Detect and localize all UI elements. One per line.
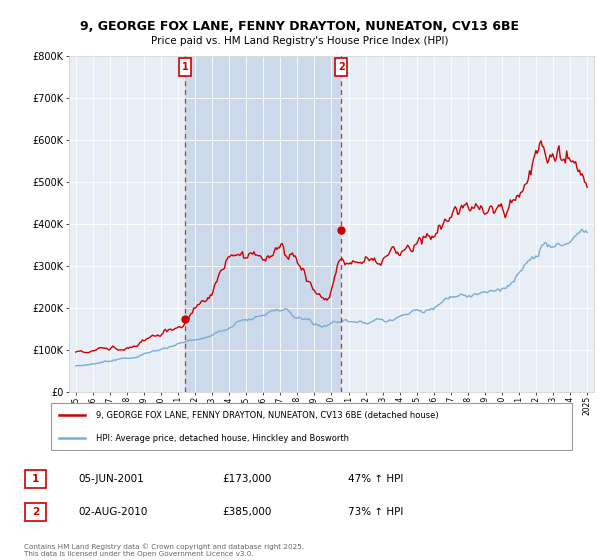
Text: 05-JUN-2001: 05-JUN-2001 [78, 474, 144, 484]
Bar [185, 56, 341, 392]
Text: £385,000: £385,000 [222, 507, 271, 517]
Text: 47% ↑ HPI: 47% ↑ HPI [348, 474, 403, 484]
FancyBboxPatch shape [50, 403, 572, 450]
FancyBboxPatch shape [25, 503, 46, 521]
Text: HPI: Average price, detached house, Hinckley and Bosworth: HPI: Average price, detached house, Hinc… [95, 434, 349, 443]
Text: 1: 1 [182, 62, 188, 72]
FancyBboxPatch shape [335, 58, 347, 76]
Text: 73% ↑ HPI: 73% ↑ HPI [348, 507, 403, 517]
Text: £173,000: £173,000 [222, 474, 271, 484]
Text: 02-AUG-2010: 02-AUG-2010 [78, 507, 148, 517]
Text: 1: 1 [32, 474, 39, 484]
Text: 9, GEORGE FOX LANE, FENNY DRAYTON, NUNEATON, CV13 6BE: 9, GEORGE FOX LANE, FENNY DRAYTON, NUNEA… [80, 20, 520, 32]
Text: 9, GEORGE FOX LANE, FENNY DRAYTON, NUNEATON, CV13 6BE (detached house): 9, GEORGE FOX LANE, FENNY DRAYTON, NUNEA… [95, 411, 438, 420]
Text: 2: 2 [338, 62, 345, 72]
FancyBboxPatch shape [25, 470, 46, 488]
Text: Contains HM Land Registry data © Crown copyright and database right 2025.
This d: Contains HM Land Registry data © Crown c… [24, 544, 304, 557]
Text: 2: 2 [32, 507, 39, 517]
FancyBboxPatch shape [179, 58, 191, 76]
Text: Price paid vs. HM Land Registry's House Price Index (HPI): Price paid vs. HM Land Registry's House … [151, 36, 449, 46]
